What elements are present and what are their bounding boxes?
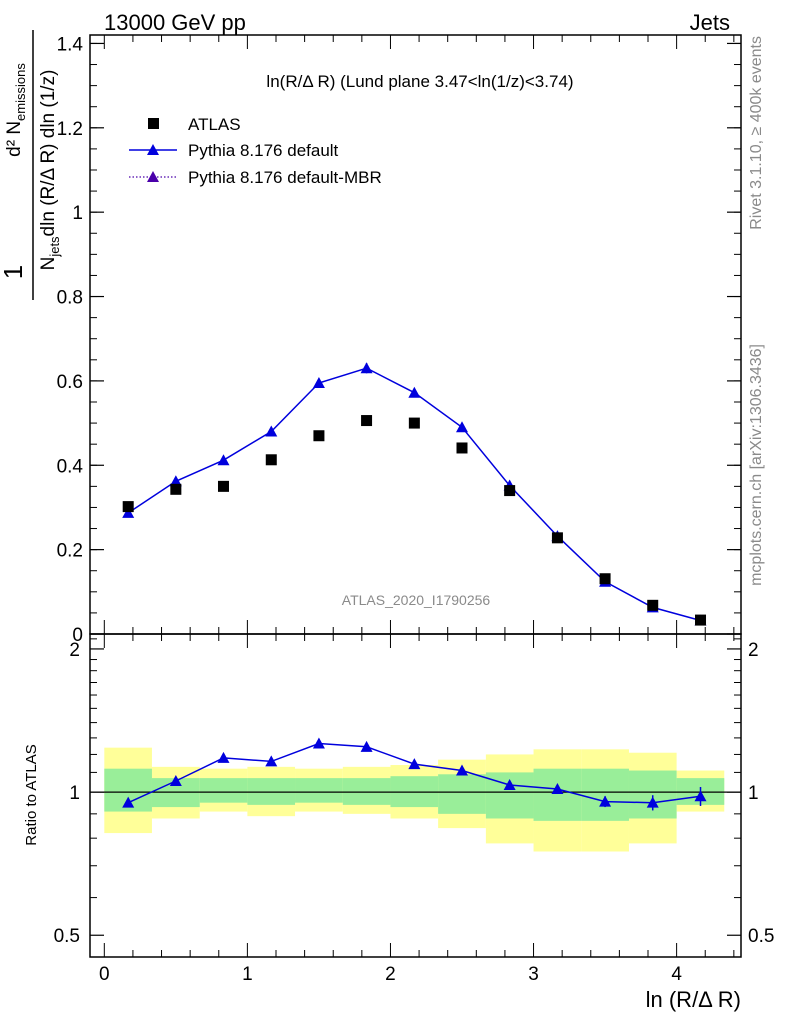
svg-text:d² Nemissions: d² Nemissions bbox=[4, 63, 28, 157]
x-tick-label: 3 bbox=[528, 964, 539, 985]
legend-atlas-marker bbox=[148, 118, 159, 129]
x-tick-label: 1 bbox=[242, 964, 253, 985]
band-inner-bin bbox=[295, 778, 343, 803]
ratio-tick-label-right: 0.5 bbox=[748, 926, 774, 947]
atlas-data-point bbox=[551, 532, 563, 544]
mc-default-point bbox=[265, 425, 278, 437]
atlas-data-point bbox=[408, 417, 420, 429]
ratio-point bbox=[551, 783, 564, 795]
svg-text:Njetsdln (R/Δ R) dln (1/z): Njetsdln (R/Δ R) dln (1/z) bbox=[38, 70, 62, 271]
y-tick-label: 0.4 bbox=[57, 456, 84, 477]
ratio-panel: 0.5 0.5 1 1 2 2 Ratio to ATLAS ln (R/Δ R) bbox=[23, 638, 774, 1012]
atlas-data-point bbox=[695, 614, 707, 626]
legend: ATLAS Pythia 8.176 default Pythia 8.176 … bbox=[129, 115, 382, 187]
ratio-tick-label-right: 2 bbox=[748, 640, 759, 661]
band-inner-bin bbox=[199, 778, 248, 803]
x-tick-label: 4 bbox=[671, 964, 682, 985]
mc-default-point bbox=[360, 362, 373, 374]
main-title: ln(R/Δ R) (Lund plane 3.47<ln(1/z)<3.74) bbox=[266, 72, 573, 91]
atlas-data-point bbox=[313, 430, 325, 442]
x-axis-ticks: 0 1 2 3 4 bbox=[99, 35, 735, 985]
band-inner-bin bbox=[581, 768, 629, 821]
ratio-point bbox=[122, 796, 135, 808]
mc-default-point bbox=[456, 421, 468, 433]
main-panel: 0 0.2 0.4 0.6 0.8 1 1.2 1.4 ln(R/Δ R) (Lund pla… bbox=[0, 30, 741, 646]
ratio-point bbox=[265, 755, 278, 767]
band-inner-bin bbox=[533, 768, 582, 821]
atlas-data-point bbox=[504, 485, 516, 497]
rivet-label: Rivet 3.1.10, ≥ 400k events bbox=[748, 36, 765, 230]
watermark: ATLAS_2020_I1790256 bbox=[342, 592, 491, 608]
mc-default-point bbox=[312, 377, 325, 389]
atlas-data-point bbox=[217, 480, 229, 492]
mc-default-point bbox=[169, 475, 182, 487]
atlas-data-point bbox=[170, 483, 182, 495]
band-inner-bin bbox=[438, 774, 486, 814]
ratio-tick-label: 1 bbox=[69, 783, 80, 804]
y-tick-label: 1.4 bbox=[57, 34, 84, 55]
ratio-point bbox=[217, 751, 230, 763]
x-tick-label: 0 bbox=[99, 964, 110, 985]
axis-frames bbox=[89, 34, 742, 958]
legend-default-marker bbox=[147, 144, 159, 155]
legend-default-label: Pythia 8.176 default bbox=[188, 141, 339, 160]
legend-mbr-marker bbox=[147, 171, 159, 182]
y-tick-label: 1 bbox=[72, 203, 83, 224]
ratio-point bbox=[503, 778, 516, 790]
ratio-point bbox=[169, 775, 182, 787]
y-tick-label: 1.2 bbox=[57, 119, 83, 140]
x-tick-label: 2 bbox=[385, 964, 396, 985]
atlas-data-point bbox=[647, 599, 659, 611]
ratio-tick-label: 0.5 bbox=[54, 926, 80, 947]
mc-default-point bbox=[217, 454, 230, 466]
ratio-tick-label: 2 bbox=[69, 640, 80, 661]
x-axis-label: ln (R/Δ R) bbox=[646, 987, 741, 1012]
ratio-tick-label-right: 1 bbox=[748, 783, 759, 804]
main-series bbox=[122, 362, 707, 626]
ratio-point bbox=[599, 795, 612, 807]
ratio-series bbox=[122, 737, 707, 811]
atlas-data-point bbox=[456, 442, 468, 454]
legend-mbr-label: Pythia 8.176 default-MBR bbox=[188, 168, 382, 187]
mcplots-label: mcplots.cern.ch [arXiv:1306.3436] bbox=[748, 344, 765, 586]
y-tick-label: 0.2 bbox=[57, 541, 83, 562]
main-y-axis-label: 1 d² Nemissions Njetsdln (R/Δ R) dln (1/… bbox=[0, 30, 62, 300]
ratio-frame bbox=[89, 633, 742, 958]
mc-default-point bbox=[122, 506, 135, 518]
ratio-point bbox=[360, 740, 373, 752]
ratio-point bbox=[646, 796, 659, 808]
ratio-y-ticks: 0.5 0.5 1 1 2 2 bbox=[54, 638, 774, 947]
y-tick-label: 0.6 bbox=[57, 372, 83, 393]
ratio-point bbox=[312, 737, 325, 749]
mc-default-line bbox=[127, 367, 701, 622]
y-tick-label: 0 bbox=[72, 625, 83, 646]
svg-text:1: 1 bbox=[0, 265, 28, 279]
atlas-data-point bbox=[265, 454, 277, 466]
atlas-data-point bbox=[122, 501, 134, 513]
ratio-point bbox=[456, 764, 468, 776]
legend-atlas-label: ATLAS bbox=[188, 115, 241, 134]
main-y-ticks: 0 0.2 0.4 0.6 0.8 1 1.2 1.4 bbox=[57, 34, 741, 646]
y-tick-label: 0.8 bbox=[57, 288, 83, 309]
header-left: 13000 GeV pp bbox=[104, 10, 246, 35]
ratio-point bbox=[694, 790, 707, 802]
atlas-data-point bbox=[599, 573, 611, 585]
ratio-y-label: Ratio to ATLAS bbox=[23, 744, 40, 845]
header-right: Jets bbox=[690, 10, 730, 35]
atlas-data-point bbox=[361, 415, 373, 427]
mc-default-point bbox=[408, 386, 421, 398]
ratio-point bbox=[408, 758, 421, 770]
band-inner-bin bbox=[628, 770, 677, 819]
